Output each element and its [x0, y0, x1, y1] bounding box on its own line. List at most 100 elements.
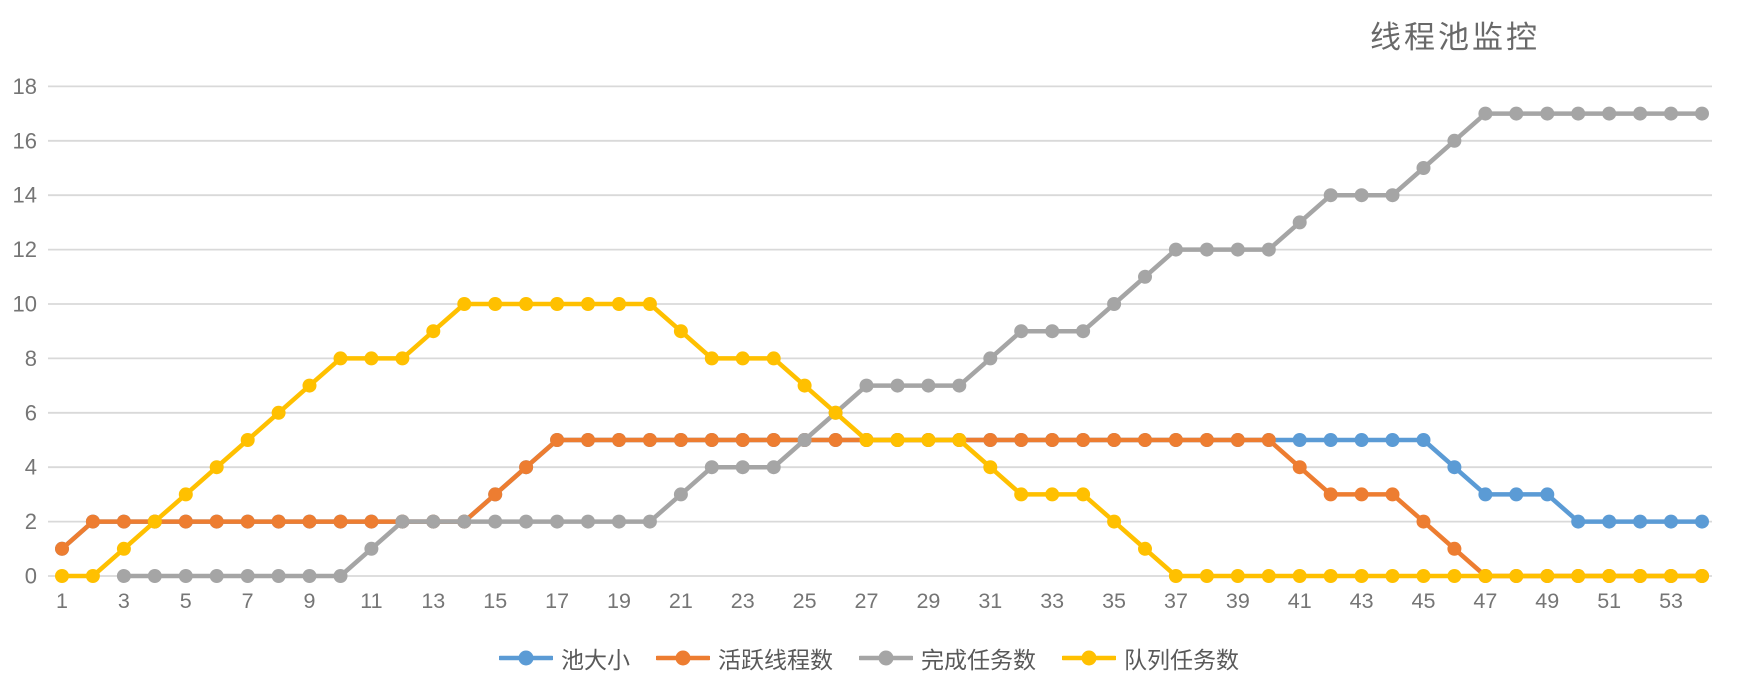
x-tick-label: 1 [56, 589, 68, 613]
pool-size-point [1602, 514, 1617, 529]
active-threads-point [488, 487, 503, 502]
completed-tasks-point [1447, 133, 1462, 148]
completed-tasks-point [1695, 106, 1709, 121]
active-threads-point [735, 433, 750, 447]
completed-tasks-point [333, 569, 348, 583]
x-tick-label: 21 [669, 589, 693, 613]
x-tick-label: 15 [483, 589, 507, 613]
y-tick-label: 18 [13, 74, 37, 99]
active-threads-point [673, 433, 688, 447]
completed-tasks-point [673, 487, 688, 502]
y-tick-label: 0 [25, 564, 37, 589]
completed-tasks-point [642, 514, 657, 529]
queued-tasks-legend-marker [1062, 650, 1116, 666]
legend-item-queued-tasks: 队列任务数 [1062, 641, 1239, 675]
completed-tasks-point [209, 569, 224, 583]
active-threads-point [1292, 460, 1307, 475]
legend-item-pool-size: 池大小 [499, 641, 630, 675]
completed-tasks-point [1571, 106, 1586, 121]
completed-tasks-point [1509, 106, 1524, 121]
active-threads-point [209, 514, 224, 529]
completed-tasks-point [1633, 106, 1648, 121]
completed-tasks-point [519, 514, 534, 529]
queued-tasks-point [642, 297, 657, 311]
active-threads-point [85, 514, 100, 529]
x-tick-label: 3 [118, 589, 130, 613]
queued-tasks-point [1230, 569, 1245, 583]
queued-tasks-point [302, 378, 317, 393]
legend-item-completed-tasks: 完成任务数 [859, 641, 1036, 675]
queued-tasks-point [1045, 487, 1060, 502]
queued-tasks-point [983, 460, 998, 475]
active-threads-point [1107, 433, 1122, 447]
queued-tasks-point [1354, 569, 1369, 583]
x-tick-label: 47 [1473, 589, 1497, 613]
queued-tasks-point [859, 433, 874, 447]
queued-tasks-point [1540, 569, 1555, 583]
pool-size-point [1571, 514, 1586, 529]
x-tick-label: 35 [1102, 589, 1126, 613]
queued-tasks-point [828, 405, 843, 420]
completed-tasks-point [735, 460, 750, 475]
pool-size-point [1695, 514, 1709, 529]
completed-tasks-point [271, 569, 286, 583]
completed-tasks-point [395, 514, 410, 529]
x-tick-label: 43 [1350, 589, 1374, 613]
queued-tasks-point [333, 351, 348, 366]
queued-tasks-point [1416, 569, 1431, 583]
queued-tasks-point [85, 569, 100, 583]
queued-tasks-point [1014, 487, 1029, 502]
queued-tasks-point [890, 433, 905, 447]
pool-size-point [1478, 487, 1493, 502]
x-axis-labels: 1 3 5 7 9 11 13 15 17 19 21 23 25 27 29 31 33 35 37 39 41 43 4… [56, 589, 1683, 613]
pool-size-point [1292, 433, 1307, 447]
y-axis-labels: 0 2 4 6 8 10 12 14 16 18 [13, 74, 37, 589]
queued-tasks-point [178, 487, 193, 502]
legend-label-active-threads: 活跃线程数 [718, 648, 833, 673]
queued-tasks-point [364, 351, 379, 366]
x-tick-label: 31 [978, 589, 1002, 613]
completed-tasks-point [1014, 324, 1029, 339]
active-threads-point [302, 514, 317, 529]
active-threads-point [1261, 433, 1276, 447]
completed-tasks-point [797, 433, 812, 447]
completed-tasks-point [612, 514, 626, 529]
queued-tasks-point [395, 351, 410, 366]
x-tick-label: 9 [304, 589, 316, 613]
pool-size-point [1416, 433, 1431, 447]
active-threads-point [983, 433, 998, 447]
completed-tasks-point [302, 569, 317, 583]
queued-tasks-point [1478, 569, 1493, 583]
x-tick-label: 41 [1288, 589, 1312, 613]
pool-size-point [1447, 460, 1462, 475]
x-tick-label: 45 [1412, 589, 1436, 613]
completed-tasks-point [1478, 106, 1493, 121]
active-threads-point [271, 514, 286, 529]
completed-tasks-point [1138, 269, 1152, 284]
y-tick-label: 4 [25, 455, 37, 480]
y-tick-label: 12 [13, 237, 37, 262]
legend-label-pool-size: 池大小 [561, 648, 630, 673]
pool-size-point [1354, 433, 1369, 447]
completed-tasks-point [1045, 324, 1060, 339]
active-threads-point [612, 433, 626, 447]
completed-tasks-point [1540, 106, 1555, 121]
series-pool-size [55, 433, 1709, 556]
queued-tasks-point [488, 297, 503, 311]
x-tick-label: 53 [1659, 589, 1683, 613]
pool-size-point [1540, 487, 1555, 502]
active-threads-point [1045, 433, 1060, 447]
x-tick-label: 25 [793, 589, 817, 613]
queued-tasks-point [797, 378, 812, 393]
completed-tasks-legend-marker [859, 650, 913, 666]
pool-size-point [1633, 514, 1648, 529]
queued-tasks-point [1571, 569, 1586, 583]
queued-tasks-point [1323, 569, 1338, 583]
queued-tasks-point [1602, 569, 1617, 583]
completed-tasks-point [364, 541, 379, 556]
completed-tasks-point [1323, 188, 1338, 203]
active-threads-point [581, 433, 595, 447]
active-threads-point [1014, 433, 1029, 447]
completed-tasks-point [859, 378, 874, 393]
